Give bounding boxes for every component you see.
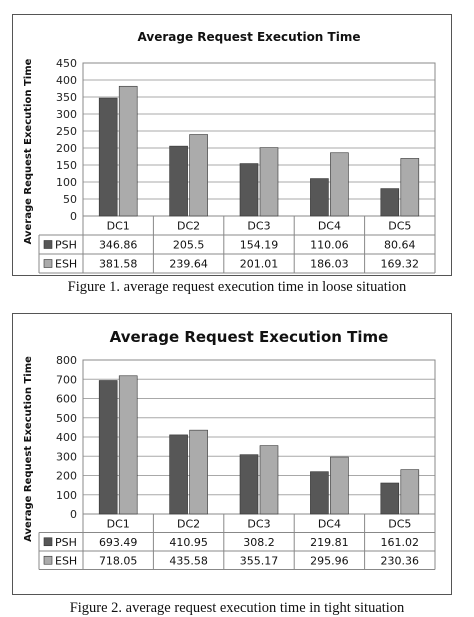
data-table-value: 230.36 — [381, 554, 420, 567]
bar-psh-dc2 — [169, 145, 188, 217]
x-tick-label: DC1 — [107, 220, 130, 233]
bar-esh-dc2 — [189, 429, 208, 515]
bar-esh-dc2 — [189, 134, 208, 217]
y-tick-label: 600 — [56, 393, 77, 406]
bar-esh-dc1 — [118, 375, 138, 515]
y-tick-label: 200 — [56, 142, 77, 155]
data-table-value: 718.05 — [99, 554, 138, 567]
y-tick-label: 100 — [56, 176, 77, 189]
bar-psh-dc3 — [239, 454, 259, 515]
x-tick-label: DC2 — [177, 220, 200, 233]
figure-caption-1: Figure 1. average request execution time… — [67, 279, 407, 295]
x-tick-label: DC5 — [388, 220, 411, 233]
data-table-value: 169.32 — [381, 258, 420, 271]
bar-psh-dc3 — [239, 163, 259, 217]
y-tick-label: 50 — [63, 193, 77, 206]
data-table-value: 410.95 — [169, 536, 208, 549]
data-table-value: 205.5 — [173, 239, 205, 252]
figure-caption-2: Figure 2. average request execution time… — [69, 600, 405, 616]
chart-title: Average Request Execution Time — [138, 30, 361, 44]
data-table-value: 80.64 — [384, 239, 416, 252]
bar-psh-dc4 — [310, 178, 329, 217]
x-tick-label: DC3 — [247, 517, 270, 530]
y-tick-label: 350 — [56, 91, 77, 104]
bar-psh-dc1 — [98, 97, 118, 217]
legend-key-psh — [43, 240, 53, 249]
y-tick-label: 400 — [56, 431, 77, 444]
legend-label-psh: PSH — [55, 536, 77, 549]
bar-psh-dc4 — [310, 471, 329, 515]
data-table-value: 186.03 — [310, 258, 349, 271]
legend-label-psh: PSH — [55, 239, 77, 252]
plot-area — [82, 62, 436, 217]
x-tick-label: DC2 — [177, 517, 200, 530]
chart-panel-1: Average Request Execution Time Average Re… — [12, 14, 452, 276]
y-tick-label: 800 — [56, 354, 77, 367]
y-tick-label: 400 — [56, 74, 77, 87]
y-tick-label: 300 — [56, 450, 77, 463]
data-table-value: 435.58 — [169, 554, 208, 567]
data-table-value: 381.58 — [99, 258, 138, 271]
data-table-value: 201.01 — [240, 258, 279, 271]
bar-esh-dc1 — [118, 85, 138, 217]
y-axis-label: Average Request Execution Time — [23, 58, 34, 244]
data-table-value: 161.02 — [381, 536, 420, 549]
x-tick-label: DC5 — [388, 517, 411, 530]
bar-chart-1: Average Request Execution Time Average Re… — [23, 30, 436, 274]
data-table-value: 346.86 — [99, 239, 138, 252]
data-table-value: 239.64 — [169, 258, 208, 271]
legend-key-esh — [43, 259, 53, 268]
legend-label-esh: ESH — [55, 258, 77, 271]
bar-esh-dc3 — [259, 147, 279, 217]
bar-psh-dc5 — [380, 482, 400, 515]
chart-panel-2: Average Request Execution Time Average Re… — [12, 313, 452, 595]
bar-esh-dc5 — [400, 469, 420, 515]
y-tick-label: 450 — [56, 57, 77, 70]
x-tick-label: DC1 — [107, 517, 130, 530]
y-tick-label: 300 — [56, 108, 77, 121]
y-tick-label: 0 — [70, 210, 77, 223]
x-tick-label: DC4 — [318, 220, 341, 233]
bar-esh-dc4 — [330, 152, 349, 217]
data-table-value: 219.81 — [310, 536, 349, 549]
data-table-value: 154.19 — [240, 239, 279, 252]
y-axis-label: Average Request Execution Time — [23, 356, 34, 542]
x-tick-label: DC3 — [247, 220, 270, 233]
y-tick-label: 100 — [56, 489, 77, 502]
legend-key-esh — [43, 555, 53, 565]
bar-psh-dc1 — [98, 380, 118, 515]
plot-area — [82, 359, 436, 515]
bar-chart-2: Average Request Execution Time Average Re… — [23, 328, 436, 570]
legend-key-psh — [43, 537, 53, 547]
y-tick-label: 0 — [70, 508, 77, 521]
data-table-value: 295.96 — [310, 554, 349, 567]
bar-esh-dc4 — [330, 456, 349, 515]
data-table-value: 308.2 — [243, 536, 275, 549]
bar-psh-dc5 — [380, 188, 400, 217]
data-table-value: 693.49 — [99, 536, 138, 549]
y-tick-label: 200 — [56, 470, 77, 483]
legend-label-esh: ESH — [55, 554, 77, 567]
y-tick-label: 700 — [56, 373, 77, 386]
bar-esh-dc3 — [259, 445, 279, 515]
chart-title: Average Request Execution Time — [110, 328, 389, 346]
y-tick-label: 500 — [56, 412, 77, 425]
data-table-value: 110.06 — [310, 239, 349, 252]
data-table-value: 355.17 — [240, 554, 279, 567]
bar-esh-dc5 — [400, 158, 420, 217]
x-tick-label: DC4 — [318, 517, 341, 530]
bar-psh-dc2 — [169, 434, 188, 515]
y-tick-label: 250 — [56, 125, 77, 138]
y-tick-label: 150 — [56, 159, 77, 172]
